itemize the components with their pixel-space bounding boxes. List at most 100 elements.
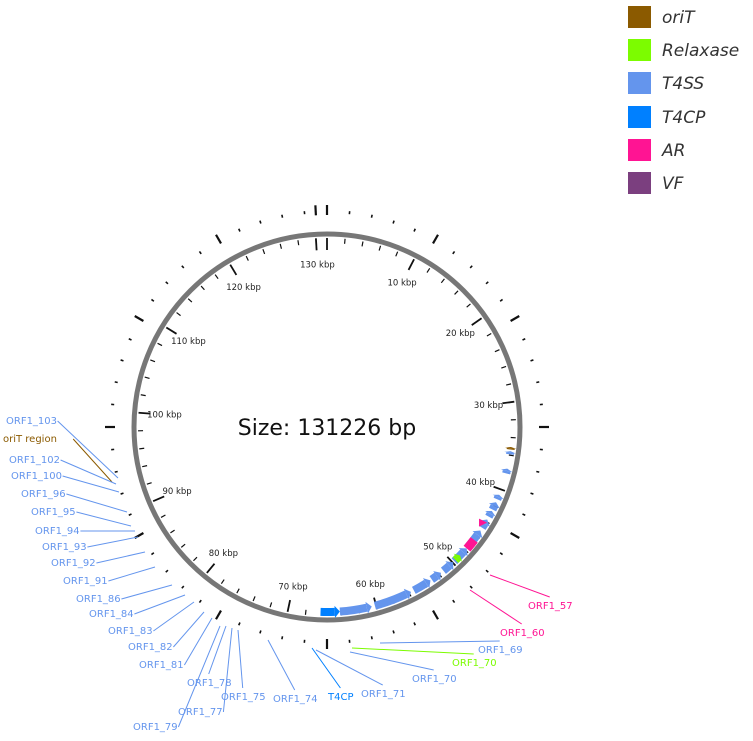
inner-tick xyxy=(152,495,165,502)
inner-tick xyxy=(378,245,382,251)
leader-line xyxy=(489,574,550,598)
outer-tick xyxy=(452,250,456,255)
tick-label: 130 kbp xyxy=(300,260,335,270)
outer-tick xyxy=(432,234,439,244)
outer-tick xyxy=(215,610,222,620)
feature-label: ORF1_70 xyxy=(412,674,457,685)
feature-label: ORF1_71 xyxy=(361,689,406,700)
feature-label: ORF1_95 xyxy=(31,507,76,518)
outer-tick xyxy=(536,470,540,473)
relaxase-arc-head xyxy=(453,553,463,563)
legend-entry-t4ss: T4SS xyxy=(628,72,704,94)
legend-entry-t4cp: T4CP xyxy=(628,106,706,128)
inner-tick xyxy=(426,268,431,273)
t4ss-arc-head xyxy=(485,510,496,517)
legend-label-t4cp: T4CP xyxy=(662,108,706,128)
feature-labels: ORF1_103 oriT region ORF1_102 ORF1_100 ORF1_… xyxy=(3,416,573,733)
inner-tick xyxy=(502,400,515,405)
inner-tick xyxy=(269,602,273,608)
legend-swatch-t4ss xyxy=(628,72,651,94)
tick-label: 110 kbp xyxy=(171,337,206,347)
t4cp-arc-head xyxy=(334,605,340,618)
outer-tick xyxy=(259,630,262,634)
outer-tick xyxy=(536,381,540,384)
feature-label: ORF1_103 xyxy=(6,416,57,427)
inner-tick xyxy=(466,303,471,308)
inner-tick xyxy=(170,529,175,534)
ar-arc xyxy=(463,537,478,552)
inner-tick xyxy=(214,274,219,280)
feature-label: ORF1_79 xyxy=(133,722,178,733)
leader-line xyxy=(183,617,213,666)
outer-tick xyxy=(281,636,284,640)
inner-tick xyxy=(176,312,181,317)
leader-line xyxy=(315,649,383,686)
feature-label: ORF1_100 xyxy=(11,471,62,482)
inner-tick xyxy=(138,411,151,415)
feature-label: ORF1_102 xyxy=(9,455,60,466)
feature-label: ORF1_81 xyxy=(139,660,184,671)
inner-tick xyxy=(160,514,166,518)
outer-tick xyxy=(469,585,473,589)
feature-label: ORF1_69 xyxy=(478,645,523,656)
t4cp-arc xyxy=(320,607,335,616)
t4ss-arc-head xyxy=(458,548,468,557)
leader-line xyxy=(267,639,296,691)
leader-line xyxy=(121,584,173,600)
leader-lines xyxy=(57,420,550,728)
feature-label: T4CP xyxy=(327,692,353,703)
feature-label: ORF1_77 xyxy=(178,707,223,718)
inner-tick xyxy=(279,243,283,249)
t4ss-arc xyxy=(502,470,511,475)
leader-line xyxy=(72,438,113,483)
outer-tick xyxy=(114,470,118,473)
leader-line xyxy=(173,611,205,648)
leader-line xyxy=(62,475,120,493)
leader-line xyxy=(57,420,119,479)
inner-tick xyxy=(187,298,193,303)
leader-line xyxy=(87,536,139,548)
feature-label: ORF1_75 xyxy=(221,692,266,703)
feature-label: ORF1_74 xyxy=(273,694,318,705)
legend-swatch-ar xyxy=(628,139,651,161)
inner-tick xyxy=(165,326,177,335)
inner-tick xyxy=(501,365,507,369)
inner-tick xyxy=(508,454,514,457)
feature-label: ORF1_82 xyxy=(128,642,173,653)
outer-tick xyxy=(114,381,118,384)
tick-label: 40 kbp xyxy=(466,478,495,488)
inner-tick xyxy=(494,349,500,353)
leader-line xyxy=(237,629,244,689)
leader-line xyxy=(222,627,233,713)
t4ss-arc-head xyxy=(472,530,483,539)
t4ss-arc xyxy=(440,562,452,574)
leader-line xyxy=(208,625,227,675)
outer-tick xyxy=(510,532,520,539)
leader-line xyxy=(351,647,474,655)
inner-tick xyxy=(229,264,238,276)
inner-tick xyxy=(262,248,266,255)
tick-label: 50 kbp xyxy=(423,543,452,553)
feature-label: oriT region xyxy=(3,434,57,445)
t4ss-arc xyxy=(339,603,368,616)
outer-tick xyxy=(530,359,534,362)
outer-tick xyxy=(238,622,241,626)
outer-tick xyxy=(181,585,185,589)
outer-tick xyxy=(281,214,284,218)
t4ss-arc xyxy=(506,452,515,455)
outer-tick xyxy=(150,552,155,556)
outer-tick xyxy=(120,359,124,362)
tick-label: 100 kbp xyxy=(147,411,182,421)
tick-label: 90 kbp xyxy=(162,487,191,497)
outer-tick xyxy=(413,622,416,626)
outer-tick xyxy=(485,281,489,285)
inner-tick xyxy=(395,251,399,257)
t4ss-arc-head xyxy=(365,601,372,614)
feature-label: ORF1_78 xyxy=(187,678,232,689)
t4ss-arc xyxy=(411,579,429,594)
outer-tick xyxy=(128,338,132,341)
outer-tick xyxy=(165,281,169,285)
feature-label: ORF1_96 xyxy=(21,489,66,500)
t4ss-arc-head xyxy=(504,451,517,454)
inner-tick xyxy=(200,285,205,291)
